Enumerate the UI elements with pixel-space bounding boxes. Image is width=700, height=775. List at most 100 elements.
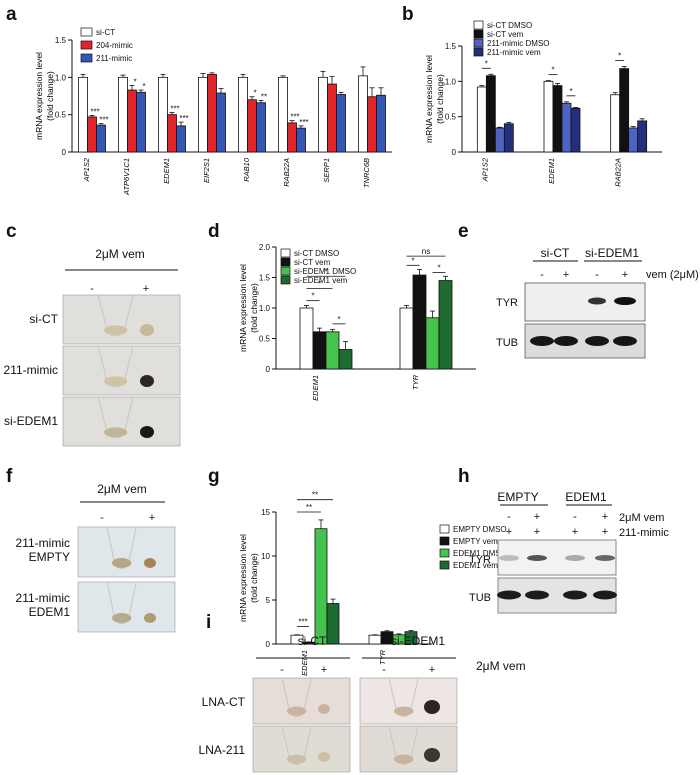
- y-tick-label: 0: [62, 148, 67, 157]
- bar-AP1S2-si-CT vem: [485, 75, 496, 153]
- chart-b: 0 0.5 1.0 1.5 mRNA expression level (fold cha…: [424, 42, 662, 187]
- legend-a-swatch: [80, 27, 93, 37]
- legend-a-swatch: [80, 40, 93, 50]
- band: [499, 555, 519, 561]
- panel-h-row1: +: [602, 511, 608, 523]
- panel-label-a: a: [6, 4, 17, 25]
- significance-label: ***: [299, 118, 308, 127]
- significance-label: *: [411, 256, 414, 265]
- x-tick-label: TYR: [411, 374, 420, 390]
- cell-pellet: [103, 427, 128, 438]
- bar-RAB22A-si-CT vem: [619, 68, 630, 153]
- y-tick-label: 0: [266, 640, 271, 649]
- panel-i-col: -: [382, 664, 386, 676]
- panel-e-band-tub: TUB: [496, 337, 518, 349]
- band: [554, 336, 578, 346]
- panel-label-i: i: [206, 612, 211, 633]
- band: [527, 555, 547, 561]
- significance-label: **: [312, 491, 318, 500]
- tube-photo-bg: [359, 677, 458, 725]
- x-tick-label: EDEM1: [162, 158, 171, 184]
- panel-e-band-tyr: TYR: [496, 297, 518, 309]
- bar-RAB22A-211-mimic: [296, 127, 306, 153]
- bar-TNRC6B-si-CT: [358, 75, 368, 153]
- panel-h-row2: +: [602, 526, 608, 538]
- significance-label: ***: [170, 104, 179, 113]
- legend-b-swatch: [473, 47, 484, 57]
- y-tick-label: 1.0: [259, 304, 271, 313]
- panel-f-col-minus: -: [100, 512, 104, 524]
- legend-g-label: EMPTY vem: [453, 537, 498, 546]
- x-tick-label: EDEM1: [311, 375, 320, 401]
- panel-e-lane: +: [622, 269, 628, 281]
- bar-AP1S2-204-mimic: [87, 116, 97, 153]
- bar-EDEM1-EDEM1 DMSO: [314, 528, 328, 645]
- legend-d-label: si-CT DMSO: [294, 249, 339, 258]
- bar-EDEM1-si-CT: [158, 76, 168, 153]
- cell-pellet: [393, 706, 414, 716]
- panel-h-band-tyr: TYR: [469, 554, 491, 566]
- significance-label: *: [133, 78, 136, 87]
- tube-i-1-sict: [252, 725, 351, 773]
- bar-RAB10-si-CT: [238, 76, 248, 153]
- bar-TYR-si-EDEM1 DMSO: [425, 317, 440, 370]
- cell-pellet: [103, 376, 128, 387]
- significance-label: *: [318, 279, 321, 288]
- tube-photo-bg: [62, 345, 181, 396]
- band: [595, 555, 615, 561]
- band: [593, 590, 617, 600]
- band: [530, 336, 554, 346]
- bar-ATP6V1C1-204-mimic: [127, 89, 137, 153]
- bar-EDEM1-204-mimic: [167, 114, 177, 153]
- legend-b-label: si-CT vem: [487, 30, 524, 39]
- panel-c-row-1: 211-mimic: [4, 363, 58, 377]
- significance-label: *: [485, 59, 488, 68]
- panel-e-lane: -: [540, 269, 544, 281]
- tube-f-0: [77, 526, 176, 578]
- significance-label: ***: [290, 113, 299, 122]
- y-axis-label: mRNA expression level: [238, 264, 248, 352]
- panel-i-col: -: [280, 664, 284, 676]
- panel-label-f: f: [6, 466, 13, 487]
- y-axis-label: (fold change): [435, 74, 445, 124]
- panel-e-lane: +: [563, 269, 569, 281]
- legend-g-swatch: [439, 560, 450, 570]
- legend-g-swatch: [439, 524, 450, 534]
- cell-pellet-plus: [318, 704, 330, 714]
- legend-d-label: si-EDEM1 vem: [294, 276, 348, 285]
- significance-label: *: [437, 264, 440, 273]
- significance-label: *: [324, 267, 327, 276]
- panel-i-treatment: 2μM vem: [476, 659, 526, 673]
- legend-b-label: si-CT DMSO: [487, 21, 532, 30]
- band: [585, 336, 609, 346]
- panel-label-d: d: [208, 221, 220, 242]
- band: [565, 555, 585, 561]
- legend-b-label: 211-mimic DMSO: [487, 39, 550, 48]
- legend-a-label: 211-mimic: [96, 54, 132, 63]
- tube-photo-bg: [252, 725, 351, 773]
- cell-pellet: [393, 754, 414, 764]
- significance-label: *: [337, 315, 340, 324]
- panel-h-row2-label: 211-mimic: [619, 527, 669, 539]
- bar-TNRC6B-211-mimic: [376, 94, 386, 153]
- tube-c-1-minus: [62, 345, 181, 396]
- tube-i-0-sict: [252, 677, 351, 725]
- cell-pellet-plus: [144, 558, 156, 568]
- legend-g-swatch: [439, 548, 450, 558]
- bar-RAB10-204-mimic: [247, 99, 257, 153]
- panel-f-col-plus: +: [149, 512, 155, 524]
- y-tick-label: 0: [266, 365, 271, 374]
- panel-h-group-0: EMPTY: [497, 490, 538, 504]
- panel-i-col: +: [429, 664, 435, 676]
- panel-i-row-1: LNA-211: [199, 743, 246, 757]
- band: [497, 590, 521, 600]
- y-tick-label: 1.5: [259, 274, 271, 283]
- bar-ATP6V1C1-si-CT: [118, 76, 128, 153]
- bar-EDEM1-si-EDEM1 vem: [338, 349, 353, 370]
- legend-b-swatch: [473, 29, 484, 39]
- panel-h-row2: +: [572, 526, 578, 538]
- panel-label-h: h: [458, 466, 470, 487]
- significance-label: ***: [179, 114, 188, 123]
- panel-c-row-2: si-EDEM1: [4, 414, 58, 428]
- x-tick-label: EDEM1: [300, 650, 309, 676]
